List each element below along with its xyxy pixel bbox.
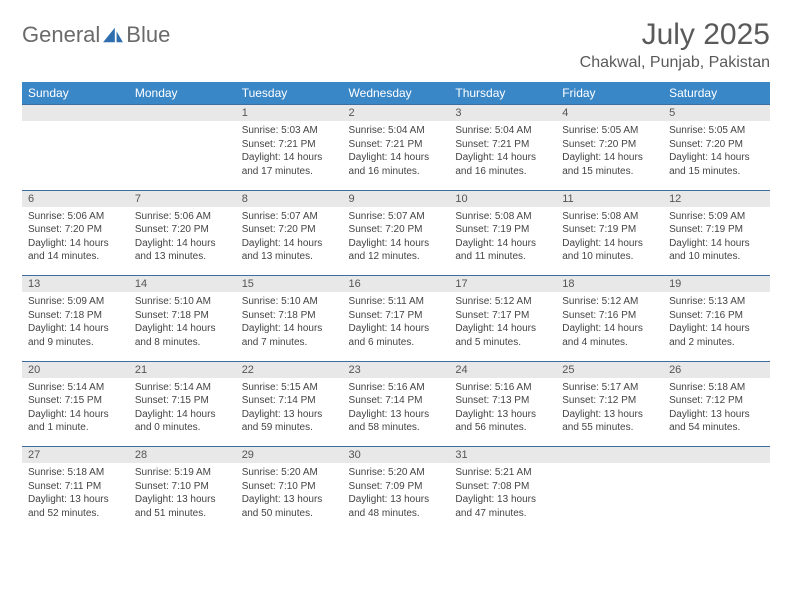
day-number: 13 xyxy=(22,276,129,293)
day-cell: Sunrise: 5:05 AMSunset: 7:20 PMDaylight:… xyxy=(556,121,663,186)
day-cell: Sunrise: 5:04 AMSunset: 7:21 PMDaylight:… xyxy=(343,121,450,186)
day-header: Monday xyxy=(129,82,236,105)
day-cell: Sunrise: 5:06 AMSunset: 7:20 PMDaylight:… xyxy=(22,207,129,272)
day-number xyxy=(556,447,663,464)
day-number-row: 6789101112 xyxy=(22,190,770,207)
day-number: 12 xyxy=(663,190,770,207)
day-cell: Sunrise: 5:13 AMSunset: 7:16 PMDaylight:… xyxy=(663,292,770,357)
day-number: 19 xyxy=(663,276,770,293)
day-cell: Sunrise: 5:19 AMSunset: 7:10 PMDaylight:… xyxy=(129,463,236,528)
day-cell: Sunrise: 5:04 AMSunset: 7:21 PMDaylight:… xyxy=(449,121,556,186)
day-number: 24 xyxy=(449,361,556,378)
day-body-row: Sunrise: 5:09 AMSunset: 7:18 PMDaylight:… xyxy=(22,292,770,357)
logo-sail-icon xyxy=(102,26,124,44)
day-number: 8 xyxy=(236,190,343,207)
day-cell: Sunrise: 5:16 AMSunset: 7:13 PMDaylight:… xyxy=(449,378,556,443)
day-body-row: Sunrise: 5:03 AMSunset: 7:21 PMDaylight:… xyxy=(22,121,770,186)
day-body-row: Sunrise: 5:14 AMSunset: 7:15 PMDaylight:… xyxy=(22,378,770,443)
day-number: 20 xyxy=(22,361,129,378)
day-cell: Sunrise: 5:12 AMSunset: 7:16 PMDaylight:… xyxy=(556,292,663,357)
logo-text-1: General xyxy=(22,22,100,48)
day-body-row: Sunrise: 5:18 AMSunset: 7:11 PMDaylight:… xyxy=(22,463,770,528)
header: General Blue July 2025 Chakwal, Punjab, … xyxy=(22,18,770,72)
day-number xyxy=(22,105,129,122)
day-cell: Sunrise: 5:09 AMSunset: 7:19 PMDaylight:… xyxy=(663,207,770,272)
day-cell: Sunrise: 5:06 AMSunset: 7:20 PMDaylight:… xyxy=(129,207,236,272)
day-cell: Sunrise: 5:07 AMSunset: 7:20 PMDaylight:… xyxy=(343,207,450,272)
day-cell: Sunrise: 5:03 AMSunset: 7:21 PMDaylight:… xyxy=(236,121,343,186)
day-cell: Sunrise: 5:11 AMSunset: 7:17 PMDaylight:… xyxy=(343,292,450,357)
day-number: 10 xyxy=(449,190,556,207)
day-number: 21 xyxy=(129,361,236,378)
day-number-row: 12345 xyxy=(22,105,770,122)
day-cell: Sunrise: 5:08 AMSunset: 7:19 PMDaylight:… xyxy=(556,207,663,272)
day-body-row: Sunrise: 5:06 AMSunset: 7:20 PMDaylight:… xyxy=(22,207,770,272)
day-number: 30 xyxy=(343,447,450,464)
day-number: 18 xyxy=(556,276,663,293)
day-cell: Sunrise: 5:18 AMSunset: 7:12 PMDaylight:… xyxy=(663,378,770,443)
day-cell xyxy=(663,463,770,528)
logo-text-2: Blue xyxy=(126,22,170,48)
day-number: 1 xyxy=(236,105,343,122)
day-number: 7 xyxy=(129,190,236,207)
day-number: 2 xyxy=(343,105,450,122)
day-cell xyxy=(129,121,236,186)
day-cell: Sunrise: 5:14 AMSunset: 7:15 PMDaylight:… xyxy=(22,378,129,443)
day-number: 16 xyxy=(343,276,450,293)
location: Chakwal, Punjab, Pakistan xyxy=(580,54,770,72)
day-cell: Sunrise: 5:12 AMSunset: 7:17 PMDaylight:… xyxy=(449,292,556,357)
day-cell: Sunrise: 5:10 AMSunset: 7:18 PMDaylight:… xyxy=(236,292,343,357)
day-number: 11 xyxy=(556,190,663,207)
day-number: 4 xyxy=(556,105,663,122)
day-number: 25 xyxy=(556,361,663,378)
day-number: 26 xyxy=(663,361,770,378)
calendar: Sunday Monday Tuesday Wednesday Thursday… xyxy=(22,82,770,532)
day-header: Friday xyxy=(556,82,663,105)
day-number: 23 xyxy=(343,361,450,378)
logo: General Blue xyxy=(22,18,170,48)
day-number-row: 2728293031 xyxy=(22,447,770,464)
day-cell: Sunrise: 5:21 AMSunset: 7:08 PMDaylight:… xyxy=(449,463,556,528)
day-number: 22 xyxy=(236,361,343,378)
day-cell xyxy=(556,463,663,528)
day-header: Sunday xyxy=(22,82,129,105)
day-number: 5 xyxy=(663,105,770,122)
day-cell: Sunrise: 5:05 AMSunset: 7:20 PMDaylight:… xyxy=(663,121,770,186)
day-number: 17 xyxy=(449,276,556,293)
day-cell: Sunrise: 5:17 AMSunset: 7:12 PMDaylight:… xyxy=(556,378,663,443)
day-number: 27 xyxy=(22,447,129,464)
day-number: 28 xyxy=(129,447,236,464)
day-cell xyxy=(22,121,129,186)
day-header: Thursday xyxy=(449,82,556,105)
day-cell: Sunrise: 5:18 AMSunset: 7:11 PMDaylight:… xyxy=(22,463,129,528)
day-number-row: 13141516171819 xyxy=(22,276,770,293)
day-number: 31 xyxy=(449,447,556,464)
month-title: July 2025 xyxy=(580,18,770,52)
day-header: Tuesday xyxy=(236,82,343,105)
day-cell: Sunrise: 5:20 AMSunset: 7:09 PMDaylight:… xyxy=(343,463,450,528)
day-header: Saturday xyxy=(663,82,770,105)
day-cell: Sunrise: 5:09 AMSunset: 7:18 PMDaylight:… xyxy=(22,292,129,357)
title-block: July 2025 Chakwal, Punjab, Pakistan xyxy=(580,18,770,72)
day-cell: Sunrise: 5:08 AMSunset: 7:19 PMDaylight:… xyxy=(449,207,556,272)
day-cell: Sunrise: 5:16 AMSunset: 7:14 PMDaylight:… xyxy=(343,378,450,443)
day-cell: Sunrise: 5:20 AMSunset: 7:10 PMDaylight:… xyxy=(236,463,343,528)
day-cell: Sunrise: 5:15 AMSunset: 7:14 PMDaylight:… xyxy=(236,378,343,443)
day-cell: Sunrise: 5:07 AMSunset: 7:20 PMDaylight:… xyxy=(236,207,343,272)
day-number-row: 20212223242526 xyxy=(22,361,770,378)
day-cell: Sunrise: 5:10 AMSunset: 7:18 PMDaylight:… xyxy=(129,292,236,357)
day-number: 9 xyxy=(343,190,450,207)
day-number: 6 xyxy=(22,190,129,207)
day-header: Wednesday xyxy=(343,82,450,105)
day-cell: Sunrise: 5:14 AMSunset: 7:15 PMDaylight:… xyxy=(129,378,236,443)
day-number xyxy=(663,447,770,464)
day-number: 29 xyxy=(236,447,343,464)
day-number: 3 xyxy=(449,105,556,122)
calendar-header-row: Sunday Monday Tuesday Wednesday Thursday… xyxy=(22,82,770,105)
day-number xyxy=(129,105,236,122)
day-number: 15 xyxy=(236,276,343,293)
day-number: 14 xyxy=(129,276,236,293)
